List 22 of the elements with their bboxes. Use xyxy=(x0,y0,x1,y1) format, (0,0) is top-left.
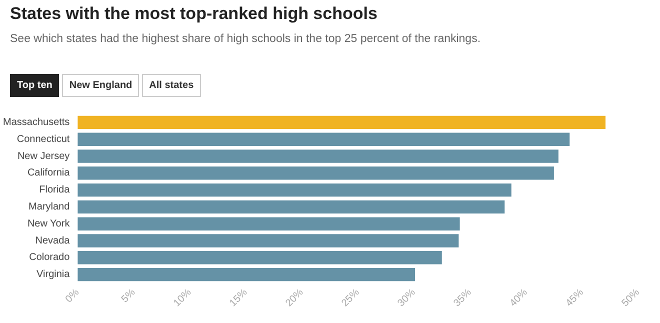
text: All states xyxy=(142,74,201,97)
x-tick-label: 40% xyxy=(508,287,530,310)
x-tick-label: 0% xyxy=(64,287,82,306)
y-tick-label: Massachusetts xyxy=(2,116,70,128)
text: Top ten xyxy=(10,74,60,97)
y-tick-label: Colorado xyxy=(29,252,70,264)
chart-title: States with the most top-ranked high schools xyxy=(10,4,378,24)
chart-subtitle: See which states had the highest share of high schools in the top 25 percent of the rankings. xyxy=(10,32,482,47)
text: New England xyxy=(62,74,140,97)
x-tick-label: 45% xyxy=(564,287,586,310)
x-tick-label: 30% xyxy=(396,287,418,310)
y-tick-label: California xyxy=(27,168,70,179)
y-tick-label: New York xyxy=(27,218,71,230)
y-tick-label: New Jersey xyxy=(17,150,70,162)
y-tick-label: Nevada xyxy=(35,235,70,246)
y-tick-label: Connecticut xyxy=(16,134,70,145)
x-tick-label: 5% xyxy=(120,287,138,306)
y-tick-label: Maryland xyxy=(28,201,70,212)
x-tick-label: 50% xyxy=(620,287,642,310)
x-tick-label: 35% xyxy=(452,287,474,310)
y-tick-label: Virginia xyxy=(36,269,70,280)
y-tick-label: Florida xyxy=(39,184,70,196)
